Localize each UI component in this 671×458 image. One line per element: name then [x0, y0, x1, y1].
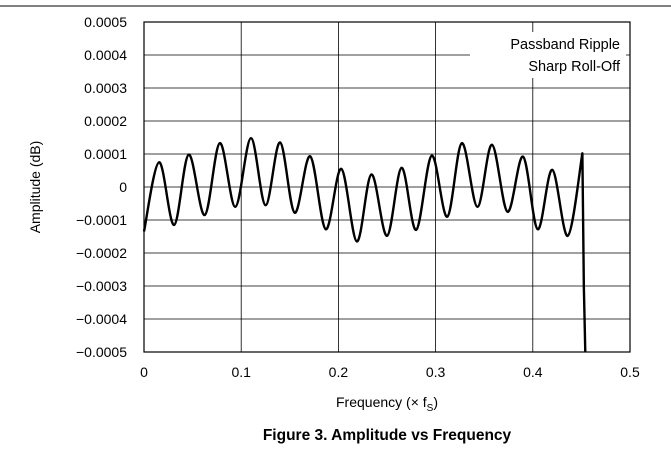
x-tick-label: 0.2: [329, 364, 349, 380]
y-tick-label: 0.0005: [84, 14, 127, 30]
y-axis-label: Amplitude (dB): [27, 141, 43, 234]
x-axis-label: Frequency (× fS): [336, 394, 438, 414]
x-tick-labels: 0 0.1 0.2 0.3 0.4 0.5: [140, 364, 640, 380]
x-axis-label-main: Frequency (× f: [336, 394, 427, 410]
y-tick-label: −0.0001: [76, 212, 127, 228]
y-tick-label: −0.0005: [76, 344, 127, 360]
figure-caption: Figure 3. Amplitude vs Frequency: [263, 427, 512, 444]
y-tick-labels: 0.0005 0.0004 0.0003 0.0002 0.0001 0 −0.0001 −0…: [76, 14, 127, 360]
series-amplitude-line: [142, 136, 587, 353]
x-axis-label-suffix: ): [433, 394, 438, 410]
x-tick-label: 0.1: [231, 364, 251, 380]
x-tick-label: 0: [140, 364, 148, 380]
y-tick-label: −0.0003: [76, 278, 127, 294]
y-tick-label: 0.0001: [84, 146, 127, 162]
y-tick-label: 0: [119, 179, 127, 195]
annotation-sharp-rolloff: Sharp Roll-Off: [528, 59, 621, 75]
y-tick-label: −0.0004: [76, 311, 127, 327]
x-axis-label-subscript: S: [427, 403, 434, 414]
x-tick-label: 0.3: [426, 364, 446, 380]
y-tick-label: −0.0002: [76, 245, 127, 261]
x-tick-label: 0.5: [620, 364, 640, 380]
y-tick-label: 0.0004: [84, 47, 127, 63]
y-tick-label: 0.0002: [84, 113, 127, 129]
annotation-passband-ripple: Passband Ripple: [510, 37, 620, 53]
x-tick-label: 0.4: [523, 364, 543, 380]
annotation-background: [470, 32, 626, 78]
y-tick-label: 0.0003: [84, 80, 127, 96]
